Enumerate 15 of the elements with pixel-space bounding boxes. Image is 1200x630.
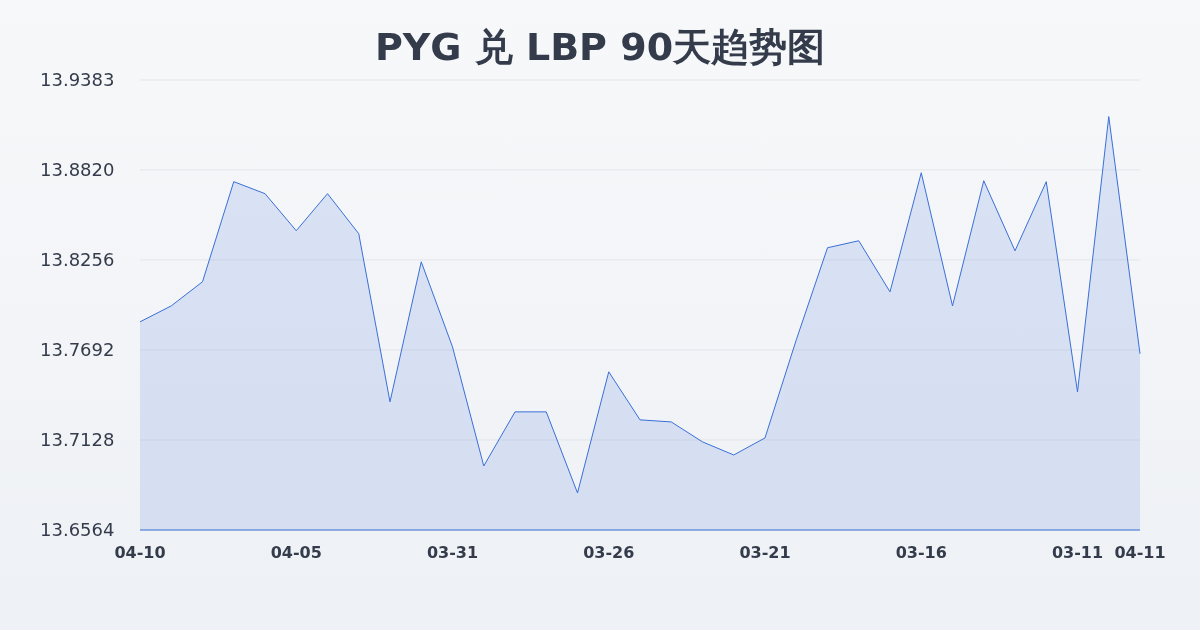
x-tick-label: 04-10 (114, 543, 166, 562)
y-tick-label: 13.6564 (40, 519, 115, 540)
y-tick-label: 13.8820 (40, 158, 115, 180)
x-tick-label: 04-11 (1114, 543, 1166, 562)
y-tick-label: 13.9383 (40, 69, 115, 90)
y-tick-label: 13.7692 (40, 338, 115, 360)
x-tick-label: 03-16 (895, 543, 947, 562)
x-tick-label: 03-31 (426, 543, 479, 562)
x-tick-label: 04-05 (270, 543, 322, 562)
y-tick-label: 13.7128 (40, 428, 115, 450)
y-tick-label: 13.8256 (40, 248, 115, 270)
x-tick-label: 03-11 (1051, 543, 1104, 562)
x-tick-label: 03-26 (583, 543, 635, 562)
chart-title: PYG 兑 LBP 90天趋势图 (374, 25, 826, 69)
x-tick-label: 03-21 (739, 543, 791, 562)
